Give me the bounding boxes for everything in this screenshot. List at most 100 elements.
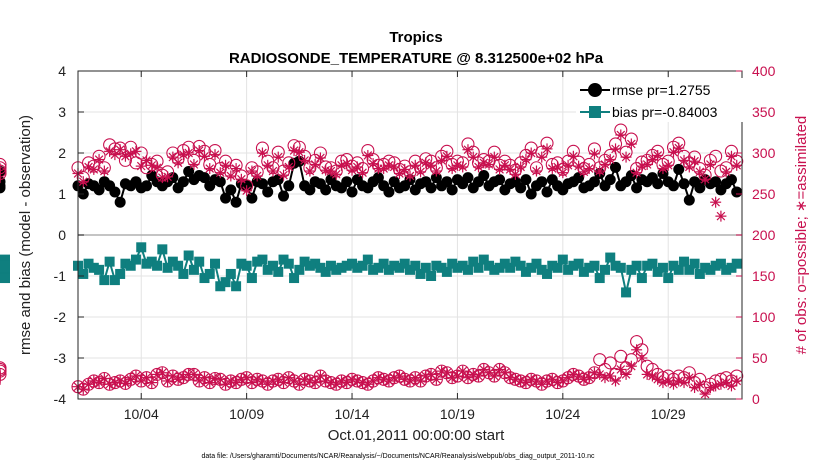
obs-assimilated-point bbox=[241, 185, 253, 197]
bias-point bbox=[0, 254, 10, 265]
y-tick-left-label: 3 bbox=[58, 104, 66, 120]
y-tick-left-label: -1 bbox=[54, 268, 67, 284]
bias-point bbox=[578, 266, 589, 277]
bias-point bbox=[257, 254, 268, 265]
rmse-point bbox=[536, 176, 548, 188]
obs-assimilated-point bbox=[272, 373, 284, 385]
obs-assimilated-point bbox=[230, 377, 242, 389]
y-tick-right-label: 0 bbox=[752, 391, 760, 407]
bias-point bbox=[304, 260, 315, 271]
bias-point bbox=[162, 262, 173, 273]
y-axis-left-label: rmse and bias (model - observation) bbox=[17, 115, 34, 355]
obs-possible-point bbox=[0, 157, 7, 172]
obs-assimilated-point bbox=[473, 161, 485, 173]
obs-possible-point bbox=[129, 369, 143, 383]
obs-assimilated-point bbox=[620, 151, 632, 163]
bias-point bbox=[515, 260, 526, 271]
obs-assimilated-point bbox=[188, 368, 200, 380]
bias-point bbox=[331, 264, 342, 275]
bias-point bbox=[410, 260, 421, 271]
bias-point bbox=[642, 260, 653, 271]
bias-point bbox=[294, 264, 305, 275]
bias-point bbox=[120, 258, 131, 269]
bias-point bbox=[0, 262, 10, 273]
obs-possible-point bbox=[0, 362, 7, 377]
rmse-point bbox=[283, 180, 295, 192]
obs-assimilated-point bbox=[399, 163, 411, 175]
bias-point bbox=[478, 254, 489, 265]
rmse-point bbox=[183, 165, 195, 177]
rmse-point bbox=[304, 184, 316, 196]
chart-title: Tropics bbox=[389, 29, 442, 46]
obs-assimilated-point bbox=[699, 388, 711, 400]
obs-assimilated-point bbox=[314, 152, 326, 164]
obs-assimilated-point bbox=[652, 149, 664, 161]
bias-point bbox=[283, 258, 294, 269]
obs-assimilated-point bbox=[135, 375, 147, 387]
bias-point bbox=[700, 262, 711, 273]
obs-possible-point bbox=[551, 376, 565, 390]
obs-assimilated-point bbox=[146, 377, 158, 389]
bias-point bbox=[273, 266, 284, 277]
obs-assimilated-point bbox=[494, 163, 506, 175]
obs-assimilated-point bbox=[436, 154, 448, 166]
rmse-point bbox=[372, 172, 384, 184]
rmse-point bbox=[520, 174, 532, 186]
bias-point bbox=[299, 256, 310, 267]
rmse-point bbox=[673, 163, 685, 175]
obs-assimilated-point bbox=[325, 377, 337, 389]
rmse-point bbox=[246, 192, 258, 204]
obs-assimilated-point bbox=[251, 170, 263, 182]
obs-assimilated-point bbox=[720, 166, 732, 178]
obs-assimilated-point bbox=[77, 176, 89, 188]
bias-point bbox=[663, 273, 674, 284]
obs-assimilated-point bbox=[725, 150, 737, 162]
obs-assimilated-point bbox=[209, 149, 221, 161]
bias-point bbox=[626, 264, 637, 275]
obs-possible-point bbox=[524, 372, 538, 386]
obs-assimilated-point bbox=[610, 143, 622, 155]
rmse-point bbox=[278, 190, 290, 202]
legend-bias-label: bias pr=-0.84003 bbox=[612, 104, 718, 120]
obs-possible-point bbox=[161, 374, 175, 388]
bias-point bbox=[389, 260, 400, 271]
bias-point bbox=[347, 258, 358, 269]
bias-point bbox=[94, 264, 105, 275]
obs-assimilated-point bbox=[552, 161, 564, 173]
bias-point bbox=[88, 262, 99, 273]
bias-point bbox=[136, 242, 147, 253]
bias-point bbox=[341, 260, 352, 271]
bias-point bbox=[152, 260, 163, 271]
rmse-point bbox=[214, 176, 226, 188]
data-file-footnote: data file: /Users/gharamti/Documents/NCA… bbox=[201, 453, 595, 460]
obs-possible-point bbox=[514, 374, 528, 388]
obs-assimilated-point bbox=[430, 373, 442, 385]
bias-point bbox=[520, 266, 531, 277]
y-axis-right-label: # of obs: o=possible; ∗=assimilated bbox=[793, 116, 810, 355]
obs-assimilated-point bbox=[625, 138, 637, 150]
obs-possible-point bbox=[134, 146, 148, 160]
bias-point bbox=[647, 258, 658, 269]
bias-point bbox=[146, 256, 157, 267]
obs-assimilated-point bbox=[214, 167, 226, 179]
obs-assimilated-point bbox=[457, 161, 469, 173]
rmse-point bbox=[430, 172, 442, 184]
legend-box bbox=[576, 78, 746, 122]
rmse-point bbox=[425, 182, 437, 194]
bias-point bbox=[599, 264, 610, 275]
bias-point bbox=[441, 266, 452, 277]
obs-assimilated-point bbox=[662, 159, 674, 171]
obs-assimilated-point bbox=[278, 169, 290, 181]
obs-assimilated-point bbox=[304, 165, 316, 177]
bias-point bbox=[267, 260, 278, 271]
bias-point bbox=[83, 258, 94, 269]
bias-point bbox=[468, 256, 479, 267]
obs-assimilated-point bbox=[151, 162, 163, 174]
chart-subtitle: RADIOSONDE_TEMPERATURE @ 8.312500e+02 hP… bbox=[229, 50, 604, 67]
bias-point bbox=[505, 262, 516, 273]
obs-assimilated-point bbox=[710, 380, 722, 392]
bias-point bbox=[194, 256, 205, 267]
bias-point bbox=[262, 264, 273, 275]
bias-point bbox=[673, 264, 684, 275]
obs-assimilated-point bbox=[731, 159, 743, 171]
